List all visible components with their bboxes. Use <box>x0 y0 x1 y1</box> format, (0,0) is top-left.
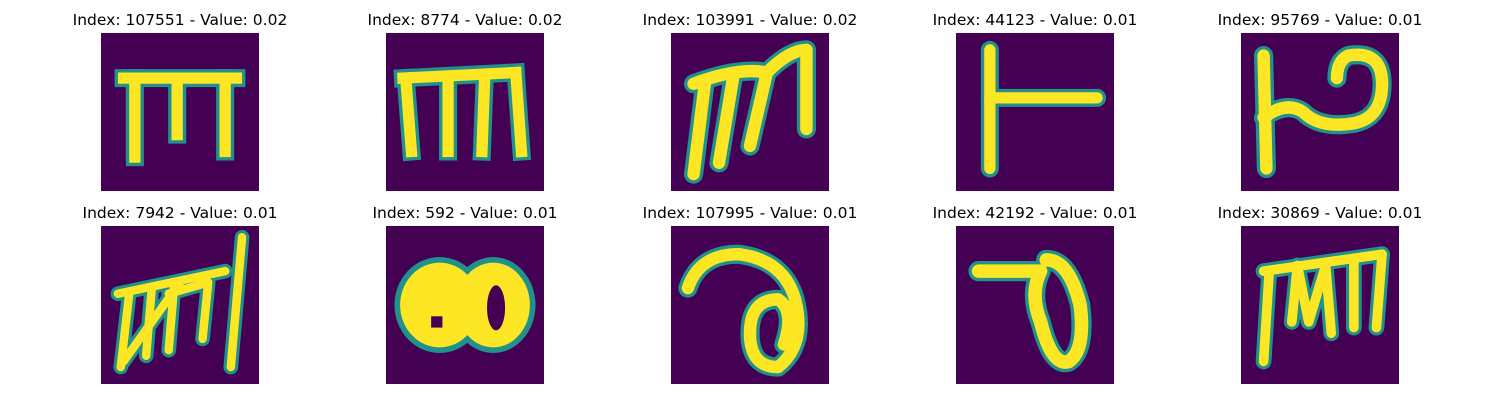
glyph-image <box>1241 226 1399 384</box>
image-title: Index: 7942 - Value: 0.01 <box>82 204 278 222</box>
image-cell-7: Index: 592 - Value: 0.01 <box>335 203 595 393</box>
image-cell-2: Index: 8774 - Value: 0.02 <box>335 10 595 200</box>
image-title: Index: 8774 - Value: 0.02 <box>367 11 563 29</box>
glyph-image <box>101 33 259 191</box>
glyph-image <box>1241 33 1399 191</box>
image-cell-8: Index: 107995 - Value: 0.01 <box>620 203 880 393</box>
image-cell-1: Index: 107551 - Value: 0.02 <box>50 10 310 200</box>
glyph-image <box>386 226 544 384</box>
image-title: Index: 107995 - Value: 0.01 <box>642 204 858 222</box>
image-title: Index: 44123 - Value: 0.01 <box>932 11 1138 29</box>
image-cell-10: Index: 30869 - Value: 0.01 <box>1190 203 1450 393</box>
image-cell-5: Index: 95769 - Value: 0.01 <box>1190 10 1450 200</box>
image-title: Index: 95769 - Value: 0.01 <box>1217 11 1423 29</box>
image-title: Index: 592 - Value: 0.01 <box>372 204 558 222</box>
image-cell-6: Index: 7942 - Value: 0.01 <box>50 203 310 393</box>
image-cell-9: Index: 42192 - Value: 0.01 <box>905 203 1165 393</box>
image-title: Index: 103991 - Value: 0.02 <box>642 11 858 29</box>
glyph-image <box>101 226 259 384</box>
image-title: Index: 107551 - Value: 0.02 <box>72 11 288 29</box>
image-title: Index: 30869 - Value: 0.01 <box>1217 204 1423 222</box>
image-cell-3: Index: 103991 - Value: 0.02 <box>620 10 880 200</box>
glyph-image <box>956 226 1114 384</box>
image-cell-4: Index: 44123 - Value: 0.01 <box>905 10 1165 200</box>
glyph-image <box>671 33 829 191</box>
glyph-image <box>671 226 829 384</box>
glyph-image <box>956 33 1114 191</box>
image-title: Index: 42192 - Value: 0.01 <box>932 204 1138 222</box>
glyph-image <box>386 33 544 191</box>
